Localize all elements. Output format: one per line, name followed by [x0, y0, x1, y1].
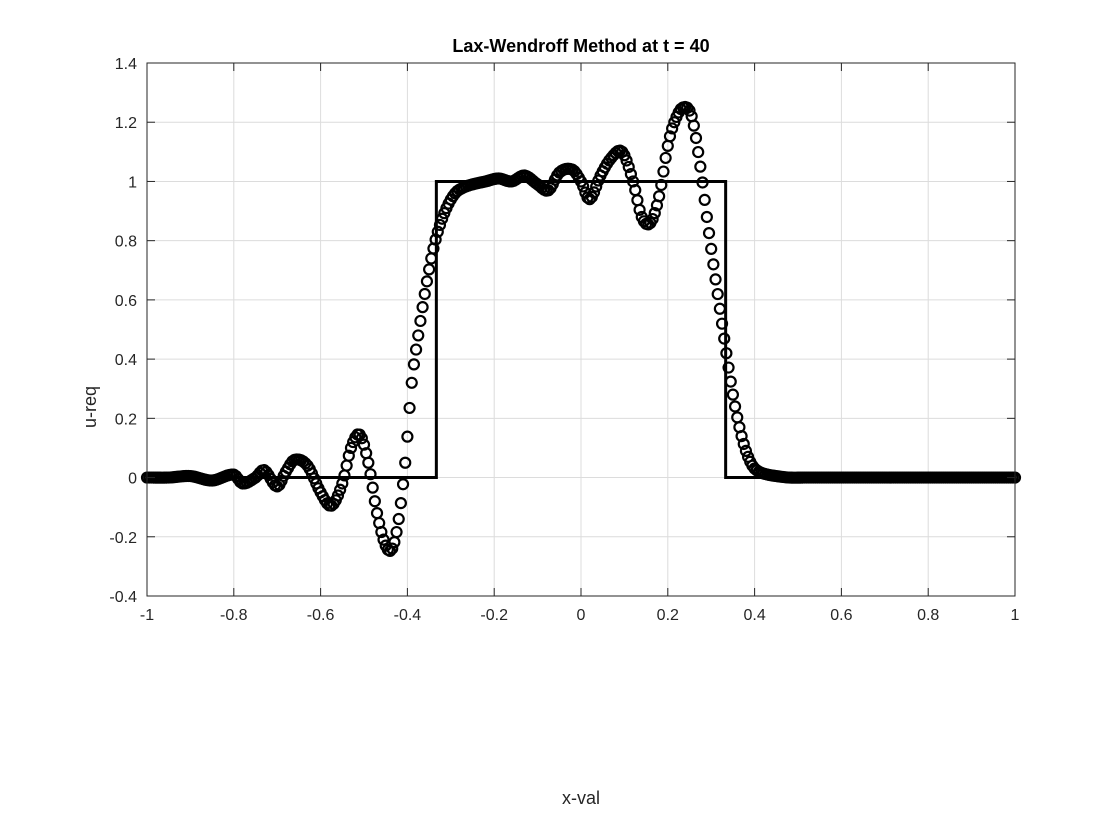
y-tick-label: 0.6 — [115, 293, 137, 310]
y-tick-label: 0.8 — [115, 234, 137, 251]
x-tick-label: 0.4 — [743, 607, 765, 624]
numerical-solution-marker — [659, 151, 672, 165]
numerical-solution-marker — [711, 287, 724, 301]
y-tick-label: 0.4 — [115, 352, 137, 369]
numerical-solution-marker — [705, 242, 718, 255]
numerical-solution-marker — [702, 226, 716, 240]
numerical-solution-marker — [720, 347, 733, 360]
numerical-solution-marker — [416, 301, 429, 314]
numerical-solution-marker — [683, 104, 696, 117]
numerical-solution-marker — [724, 375, 737, 388]
x-tick-label: 0.2 — [657, 607, 679, 624]
numerical-solution-marker — [331, 489, 345, 502]
numerical-solution-marker — [334, 483, 347, 496]
numerical-solution-marker — [657, 165, 670, 178]
numerical-solution-marker — [713, 302, 726, 315]
x-tick-label: -0.8 — [220, 607, 248, 624]
numerical-solution-marker — [366, 481, 379, 494]
y-tick-label: -0.2 — [109, 530, 137, 547]
numerical-solution-marker — [687, 119, 700, 132]
numerical-solution-marker — [735, 430, 748, 443]
numerical-solution-marker — [423, 263, 436, 276]
numerical-solution-marker — [739, 444, 753, 458]
y-tick-label: 1.4 — [115, 56, 137, 73]
numerical-solution-marker — [414, 314, 427, 328]
numerical-solution-marker — [401, 430, 414, 443]
x-tick-label: -0.4 — [394, 607, 422, 624]
numerical-solution-marker — [587, 186, 601, 199]
x-tick-label: -1 — [140, 607, 154, 624]
numerical-solution-marker — [726, 388, 740, 401]
numerical-solution-marker — [336, 477, 349, 490]
numerical-solution-marker — [390, 525, 403, 539]
numerical-solution-marker — [431, 225, 444, 238]
numerical-solution-marker — [663, 130, 677, 143]
numerical-solution-marker — [653, 190, 666, 203]
numerical-solution-marker — [655, 178, 668, 192]
numerical-solution-marker — [709, 273, 722, 286]
numerical-solution-marker — [622, 160, 635, 174]
ticks: -1 -0.8 -0.6 -0.4 -0.2 0 0.2 0.4 0.6 0.8 1 -0.4 -0.2… — [109, 56, 1019, 624]
x-tick-label: -0.6 — [307, 607, 335, 624]
numerical-solution-marker — [396, 478, 410, 491]
numerical-solution-marker — [707, 258, 720, 271]
numerical-solution-marker — [694, 160, 707, 173]
numerical-solution-marker — [648, 206, 661, 220]
numerical-solution-marker — [392, 512, 405, 526]
y-tick-label: 1 — [128, 174, 137, 191]
numerical-solution-marker — [692, 145, 705, 159]
y-tick-label: -0.4 — [109, 589, 137, 606]
numerical-solution-marker — [344, 441, 358, 455]
y-tick-label: 0 — [128, 471, 137, 488]
numerical-solution-marker — [405, 376, 418, 389]
numerical-solution-marker — [403, 401, 416, 415]
numerical-solution-marker — [590, 180, 603, 193]
numerical-solution-marker — [368, 495, 381, 508]
numerical-solution-marker — [420, 275, 434, 288]
x-axis-label: x-val — [562, 788, 600, 808]
numerical-solution-marker — [377, 533, 390, 546]
numerical-solution-marker — [362, 456, 375, 469]
series-layer — [140, 100, 1022, 558]
numerical-solution-marker — [433, 218, 447, 232]
numerical-solution-marker — [436, 212, 449, 225]
numerical-solution-marker — [633, 203, 646, 216]
numerical-solution-marker — [375, 525, 388, 539]
x-tick-label: 1 — [1011, 607, 1020, 624]
numerical-solution-marker — [646, 212, 659, 226]
numerical-solution-marker — [412, 329, 425, 342]
numerical-solution-marker — [399, 456, 412, 469]
numerical-solution-marker — [418, 287, 431, 301]
numerical-solution-marker — [715, 317, 729, 330]
x-tick-label: 0.8 — [917, 607, 939, 624]
numerical-solution-marker — [689, 131, 703, 145]
numerical-solution-marker — [666, 122, 679, 135]
numerical-solution-marker — [728, 400, 742, 413]
numerical-solution-marker — [409, 343, 423, 356]
numerical-solution-marker — [386, 542, 399, 555]
numerical-solution-marker — [429, 233, 442, 246]
numerical-solution-marker — [698, 193, 711, 206]
numerical-solution-marker — [394, 497, 407, 510]
numerical-solution-marker — [700, 210, 713, 224]
numerical-solution-marker — [342, 449, 355, 462]
numerical-solution-marker — [577, 180, 590, 193]
numerical-solution-marker — [407, 358, 421, 371]
numerical-solution-marker — [696, 176, 709, 189]
y-tick-label: 0.2 — [115, 411, 137, 428]
x-tick-label: 0.6 — [830, 607, 852, 624]
x-tick-label: -0.2 — [480, 607, 508, 624]
numerical-solution-marker — [624, 168, 638, 181]
numerical-solution-marker — [722, 361, 735, 374]
numerical-solution-marker — [364, 468, 377, 481]
numerical-solution-marker — [620, 154, 633, 167]
chart-title: Lax-Wendroff Method at t = 40 — [452, 36, 709, 56]
numerical-solution-marker — [355, 432, 368, 445]
y-tick-label: 1.2 — [115, 115, 137, 132]
y-axis-label: u-req — [80, 386, 100, 428]
x-tick-label: 0 — [577, 607, 586, 624]
numerical-solution-marker — [737, 437, 750, 451]
numerical-solution-marker — [718, 332, 731, 345]
